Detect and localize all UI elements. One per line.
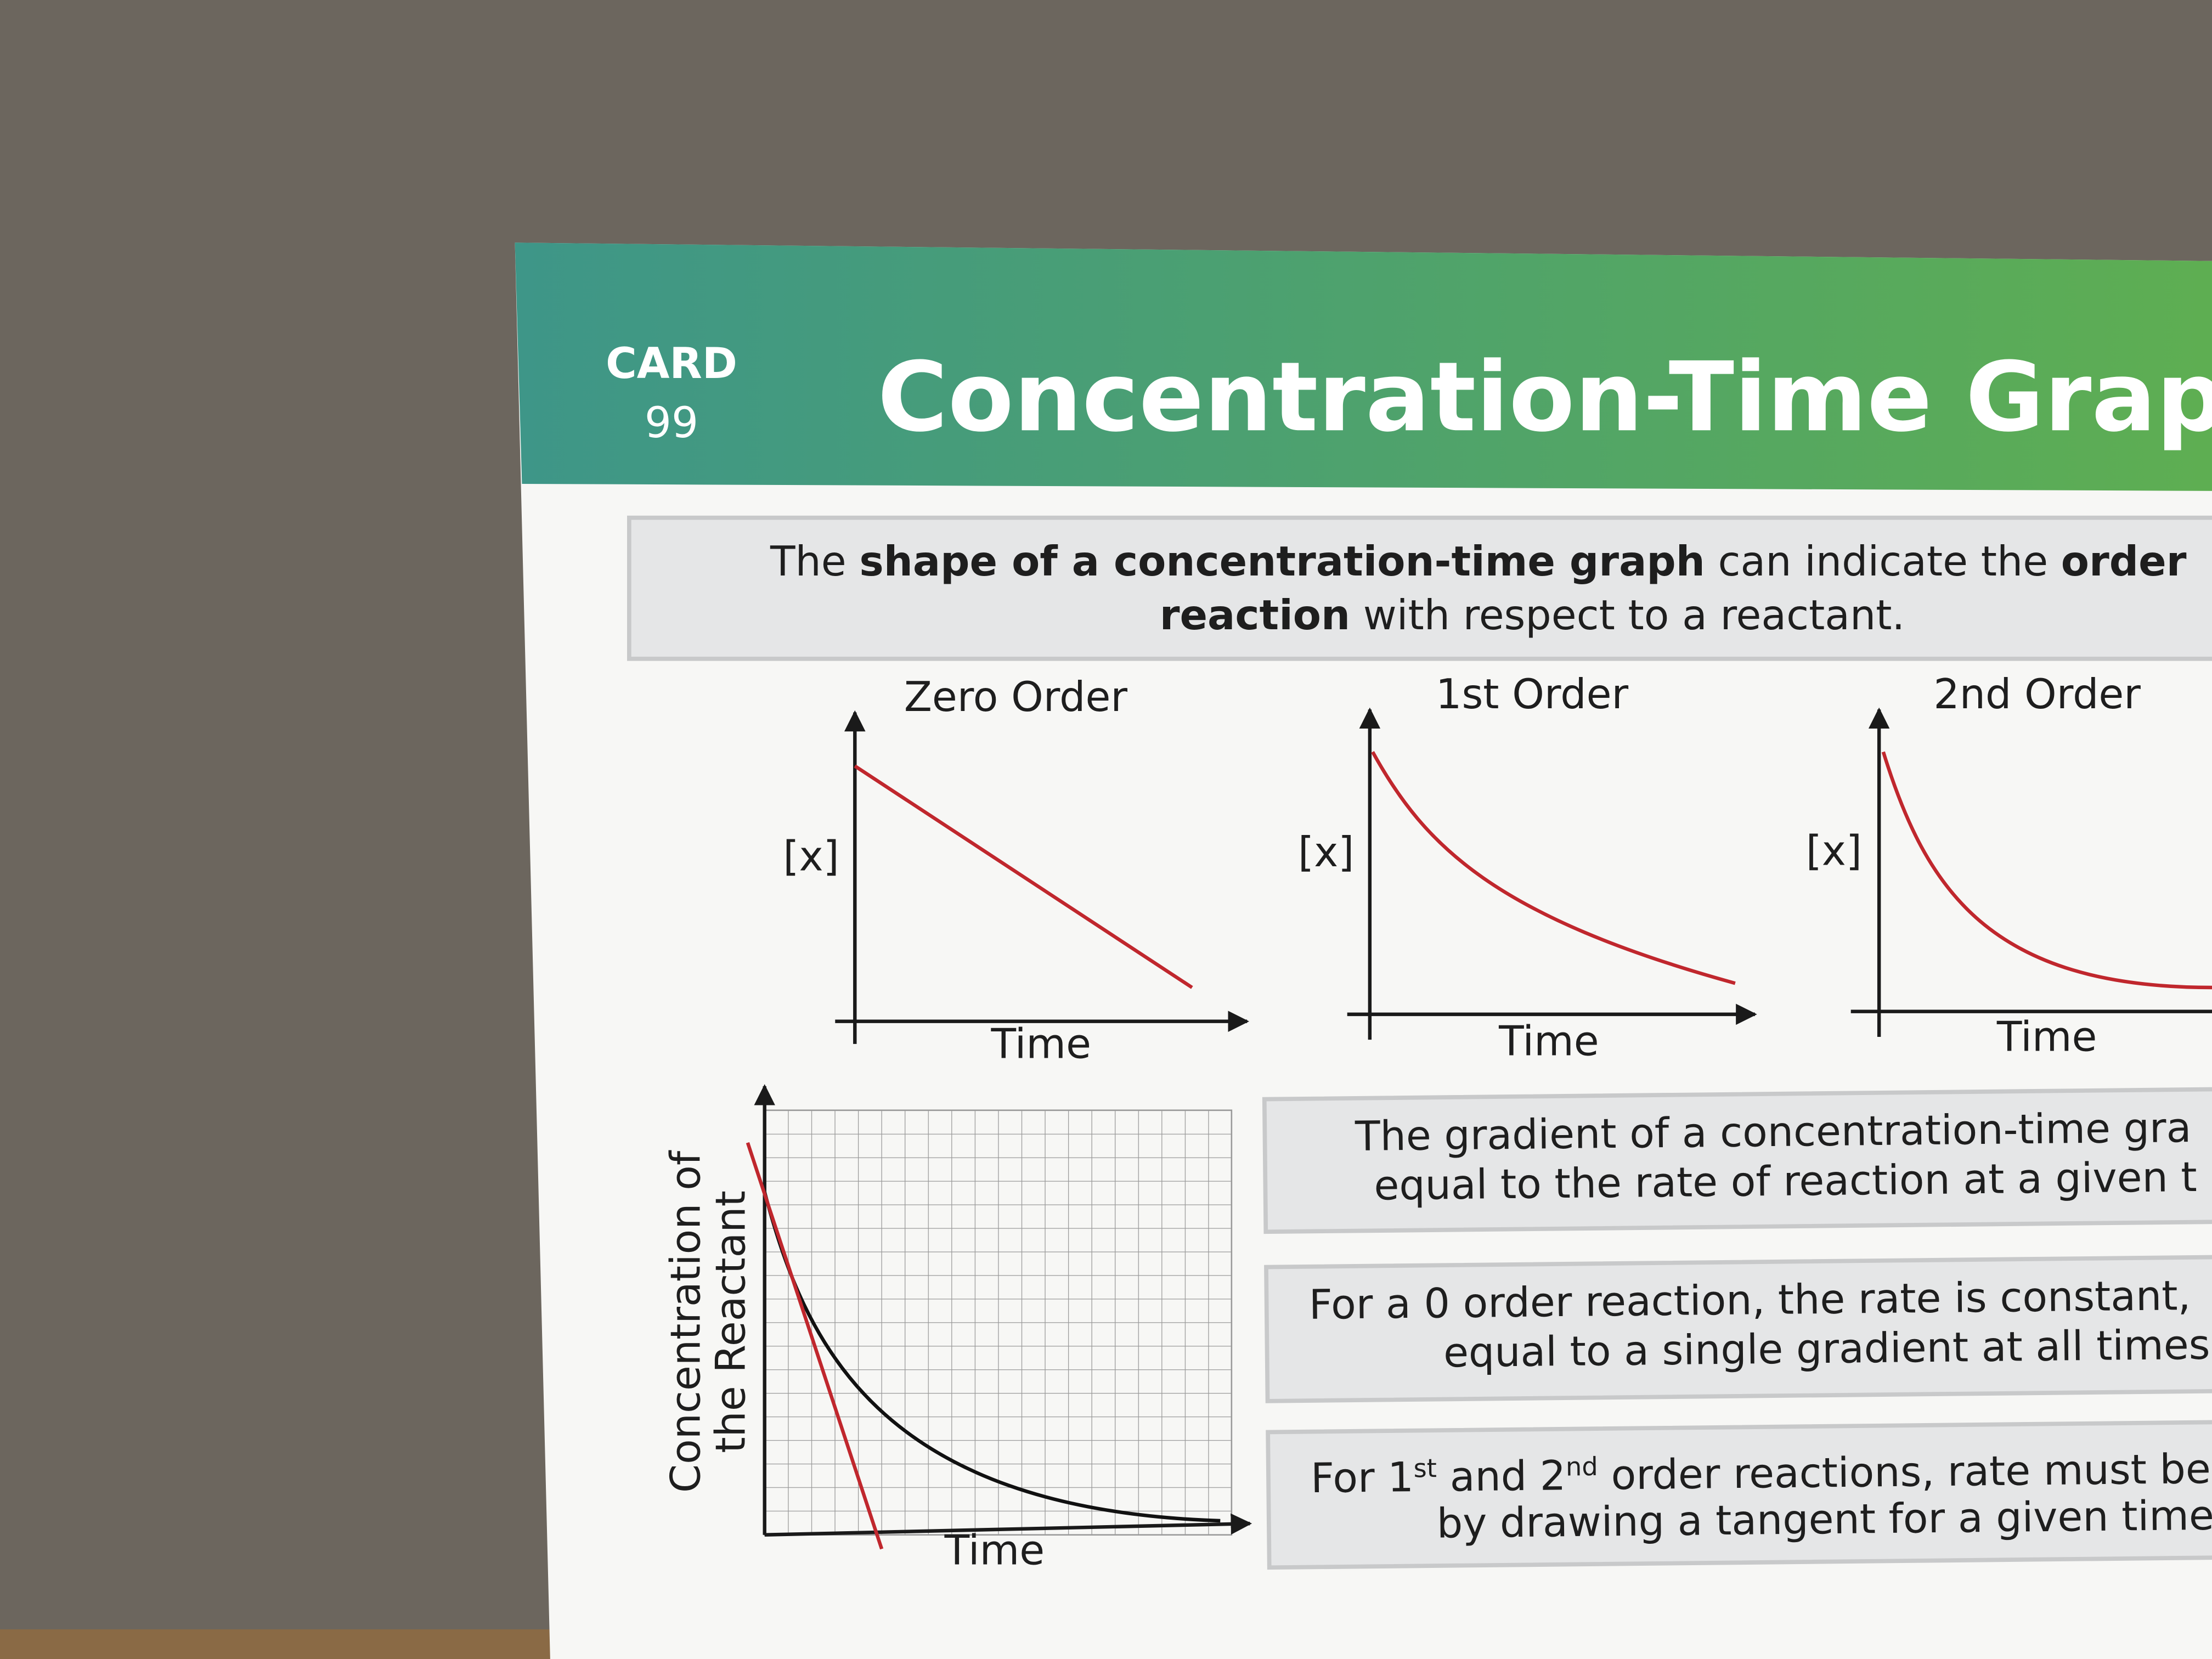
notes: The gradient of a concentration-time gra… — [1262, 1087, 2212, 1570]
note-text: order reactions, rate must be — [1598, 1445, 2211, 1499]
note-line: The gradient of a concentration-time gra — [1355, 1104, 2192, 1160]
y-label: [x] — [783, 833, 839, 881]
intro-bold: reaction — [1160, 591, 1350, 639]
note-text: and 2 — [1437, 1452, 1566, 1500]
curve — [1881, 751, 2212, 990]
note-line: For a 0 order reaction, the rate is cons… — [1308, 1272, 2191, 1329]
card-title: Concentration-Time Graphs — [877, 342, 2212, 453]
superscript: nd — [1566, 1452, 1598, 1482]
grid — [764, 1109, 1233, 1536]
note-box — [1262, 1087, 2212, 1234]
note-line: by drawing a tangent for a given time. — [1436, 1492, 2212, 1548]
graph-title: 1st Order — [1436, 670, 1628, 718]
card-label: CARD — [606, 339, 737, 388]
x-label: Time — [944, 1527, 1045, 1575]
note-line: equal to a single gradient at all times. — [1443, 1321, 2212, 1376]
x-axis — [764, 1513, 1252, 1537]
card-header — [515, 242, 2212, 491]
x-label: Time — [1498, 1017, 1599, 1065]
intro-text: can indicate the — [1705, 538, 2061, 585]
curve — [854, 764, 1193, 989]
intro-bold: order — [2061, 538, 2187, 585]
intro-text: with respect to a reactant. — [1350, 591, 1905, 639]
note-text: For 1 — [1311, 1453, 1414, 1502]
note-box — [1266, 1419, 2212, 1570]
y-label: [x] — [1298, 828, 1354, 876]
note-line: equal to the rate of reaction at a given… — [1374, 1153, 2197, 1210]
note-box — [1264, 1255, 2212, 1403]
y-label: Concentration of — [662, 1150, 709, 1493]
y-label: [x] — [1806, 827, 1862, 874]
graph-title: Zero Order — [904, 673, 1128, 721]
card-number: 99 — [645, 398, 698, 448]
note-line: For 1st and 2nd order reactions, rate mu… — [1311, 1445, 2211, 1502]
intro-line: reaction with respect to a reactant. — [1160, 591, 1905, 639]
tangent — [746, 1142, 884, 1550]
superscript: st — [1413, 1453, 1437, 1483]
intro-line: The shape of a concentration-time graph … — [770, 538, 2187, 585]
curve — [1371, 751, 1736, 985]
intro-bold: shape of a concentration-time graph — [859, 538, 1705, 585]
graph-title: 2nd Order — [1933, 670, 2141, 718]
intro-box — [627, 515, 2212, 661]
intro-text: The — [770, 538, 859, 585]
y-label: the Reactant — [707, 1190, 755, 1453]
x-label: Time — [990, 1020, 1091, 1068]
x-label: Time — [1996, 1013, 2097, 1061]
wood-edge — [0, 1629, 550, 1659]
